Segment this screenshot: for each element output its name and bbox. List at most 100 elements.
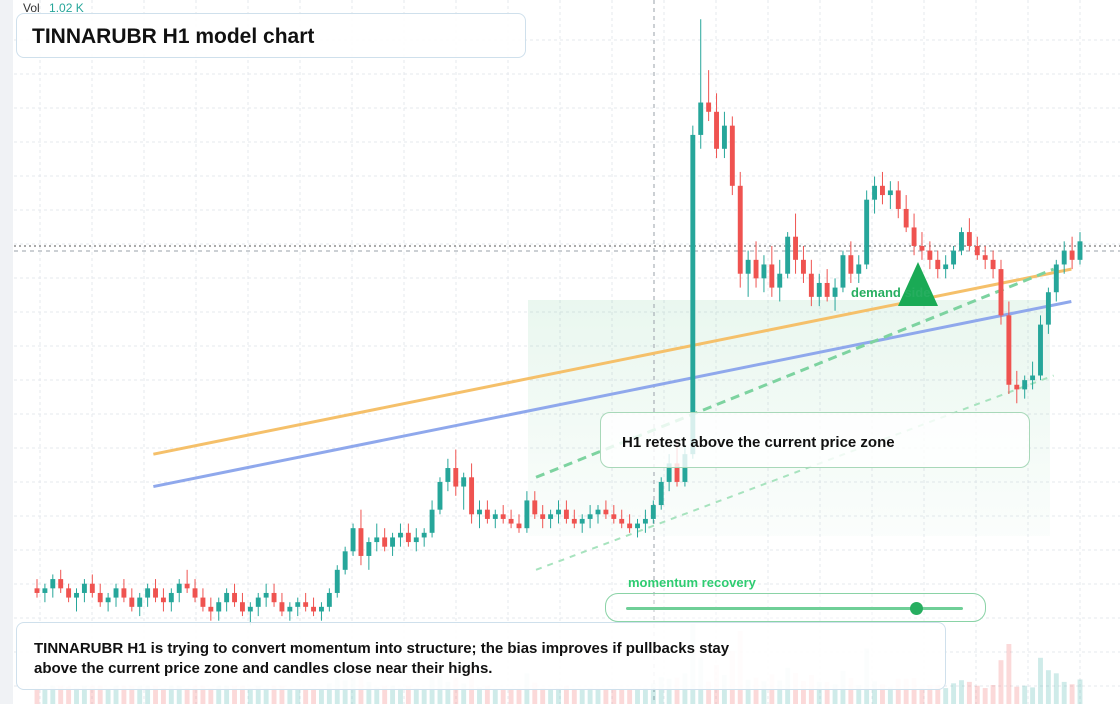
volume-bar (627, 688, 633, 704)
candle-body (880, 185, 885, 196)
candle-body (856, 264, 862, 274)
volume-bar (34, 688, 40, 704)
candle-body (524, 500, 530, 529)
volume-bar (192, 685, 198, 704)
retest-callout: H1 retest above the current price zone (600, 412, 1030, 468)
candle-body (224, 592, 230, 603)
channel-lower-line (535, 374, 1054, 571)
price-scale-edge (0, 0, 13, 704)
volume-bar (856, 685, 862, 704)
volume-bar (58, 685, 64, 704)
candle-body (714, 111, 719, 149)
candle-body (437, 481, 443, 510)
candle-body (382, 537, 388, 547)
volume-bar (477, 687, 482, 704)
candle-body (777, 273, 783, 288)
volume-bar (571, 688, 577, 704)
candle-body (342, 551, 348, 570)
volume-bar (595, 688, 601, 704)
candles (34, 19, 1083, 626)
candle-body (706, 102, 712, 112)
candle-body (326, 592, 332, 607)
candle-body (721, 125, 727, 149)
volume-bar (453, 677, 459, 704)
candle-body (453, 468, 459, 487)
volume-bar (232, 685, 237, 704)
candle-body (848, 255, 854, 274)
candle-body (366, 542, 372, 556)
volume-bar (1006, 644, 1012, 704)
candle-body (168, 592, 174, 603)
candle-body (311, 606, 317, 612)
candle-body (74, 592, 79, 598)
volume-bar (326, 683, 332, 704)
candle-body (1022, 380, 1028, 390)
candle-body (548, 514, 554, 519)
candle-body (121, 588, 127, 598)
candle-body (1061, 250, 1067, 265)
candle-body (113, 588, 119, 598)
volume-bar (121, 685, 127, 704)
volume-bar (374, 687, 380, 704)
volume-bar (587, 688, 593, 704)
volume-bar (658, 677, 664, 704)
volume-bar (911, 678, 917, 704)
volume-bar (42, 688, 48, 704)
candle-body (374, 537, 380, 543)
candle-body (390, 537, 396, 547)
volume-bar (168, 685, 174, 704)
volume-bar (81, 685, 87, 704)
volume-bar (761, 681, 767, 704)
volume-bar (319, 688, 324, 704)
volume-bar (1022, 685, 1028, 704)
candle-body (650, 505, 656, 519)
volume-bar (895, 678, 901, 704)
volume-bar (66, 686, 72, 704)
volume-bar (492, 688, 498, 704)
candle-body (208, 606, 214, 612)
volume-bar (872, 681, 878, 704)
volume-bar (532, 682, 538, 704)
candle-body (571, 518, 577, 524)
candle-body (927, 250, 933, 260)
candle-body (405, 532, 411, 543)
candle-body (97, 592, 103, 603)
volume-bar (1030, 687, 1036, 704)
momentum-slider (605, 593, 986, 622)
volume-bar (50, 685, 56, 704)
volume-bar (990, 685, 996, 704)
chart-title: TINNARUBR H1 model chart (32, 25, 315, 48)
candle-body (532, 500, 538, 515)
candle-body (824, 282, 830, 297)
volume-bar (129, 685, 135, 704)
candle-body (1053, 264, 1059, 293)
candle-body (903, 208, 909, 228)
candle-body (919, 245, 925, 251)
candle-body (816, 282, 822, 297)
volume-bar (824, 681, 830, 704)
volume-bar (540, 688, 546, 704)
candle-body (42, 588, 48, 593)
candle-body (129, 597, 135, 607)
volume-bar (508, 688, 514, 704)
candle-body (745, 259, 751, 274)
volume-bar (176, 685, 182, 704)
candle-body (840, 255, 846, 288)
volume-bar (390, 685, 396, 704)
volume-bar (263, 688, 269, 704)
candle-body (492, 514, 498, 519)
candle-body (540, 514, 546, 519)
candle-body (153, 588, 158, 598)
candle-body (255, 597, 261, 607)
candle-body (587, 514, 593, 519)
volume-bar (666, 678, 672, 704)
candle-body (469, 477, 475, 515)
candle-body (595, 509, 601, 515)
candle-body (966, 232, 972, 246)
momentum-knob (909, 602, 923, 615)
volume-bar (982, 688, 988, 704)
candle-body (287, 606, 293, 612)
retest-callout-text: H1 retest above the current price zone (622, 434, 895, 451)
volume-bar (516, 688, 522, 704)
